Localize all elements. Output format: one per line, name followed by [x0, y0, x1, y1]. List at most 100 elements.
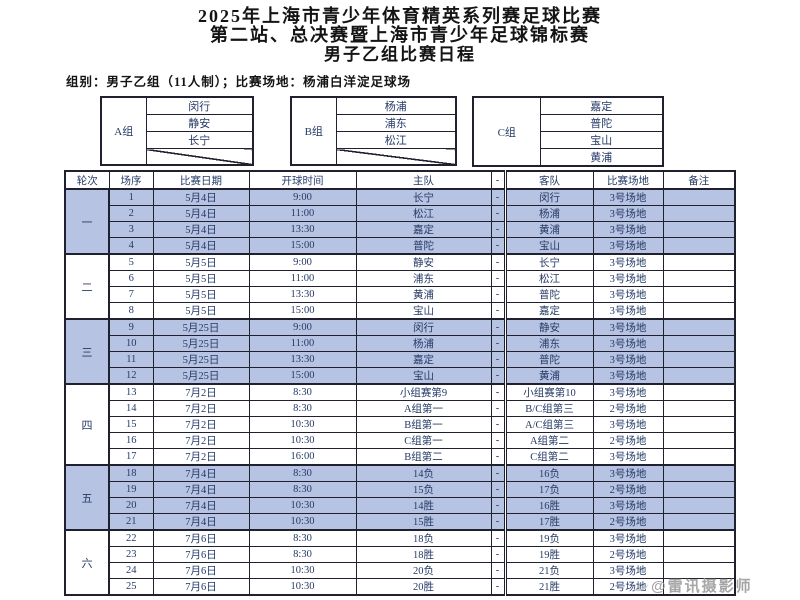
away-team: 19胜 — [503, 546, 594, 563]
venue-cell: 3号场地 — [592, 529, 664, 547]
home-team: 宝山 — [355, 367, 492, 385]
note-cell — [662, 513, 736, 531]
separator-cell: - — [490, 513, 506, 531]
note-cell — [662, 383, 736, 401]
separator-cell: - — [490, 464, 506, 482]
kickoff-time: 13:30 — [248, 351, 357, 368]
kickoff-time: 11:00 — [248, 205, 357, 222]
separator-cell: - — [490, 286, 506, 303]
group-row: 松江 — [291, 131, 457, 149]
schedule-body: 一 1 5月4日 9:00 长宁 - 闵行 3号场地 2 5月4日 11:00 松江 - 杨浦 3号场地 3 5… — [64, 188, 736, 596]
venue-cell: 3号场地 — [592, 335, 664, 352]
separator-cell: - — [490, 367, 506, 385]
match-date: 5月4日 — [152, 188, 250, 206]
group-team: 闵行 — [145, 96, 254, 115]
title-line-3: 男子乙组比赛日程 — [324, 45, 476, 64]
match-date: 7月2日 — [152, 383, 250, 401]
home-team: 长宁 — [355, 188, 492, 206]
match-date: 5月5日 — [152, 286, 250, 303]
separator-cell: - — [490, 237, 506, 255]
venue-cell: 2号场地 — [592, 481, 664, 498]
schedule-header: 轮次 场序 比赛日期 开球时间 主队 - 客队 比赛场地 备注 — [64, 170, 736, 190]
note-cell — [662, 400, 736, 417]
note-cell — [662, 188, 736, 206]
note-cell — [662, 529, 736, 547]
home-team: 普陀 — [355, 237, 492, 255]
separator-cell: - — [490, 448, 506, 466]
kickoff-time: 8:30 — [248, 546, 357, 563]
group-label: A组 — [100, 96, 147, 166]
separator-cell: - — [490, 578, 506, 596]
venue-cell: 2号场地 — [592, 400, 664, 417]
match-no: 5 — [108, 253, 154, 271]
match-row: 7 5月5日 13:30 黄浦 - 普陀 3号场地 — [65, 286, 736, 303]
match-row: 24 7月6日 10:30 20负 -21负 3号场地 — [65, 562, 736, 579]
away-team: 17胜 — [503, 513, 594, 531]
match-no: 17 — [108, 448, 154, 466]
away-team: 16负 — [503, 464, 594, 482]
separator-cell: - — [490, 416, 506, 433]
home-team: 18负 — [355, 529, 492, 547]
away-team: 杨浦 — [503, 205, 594, 222]
round-label-cell: 五 — [64, 464, 110, 531]
match-no: 1 — [108, 188, 154, 206]
match-row: 五 18 7月4日 8:30 14负 -16负 3号场地 — [64, 464, 736, 531]
match-row: 一 1 5月4日 9:00 长宁 - 闵行 3号场地 — [64, 188, 736, 255]
away-team: 黄浦 — [503, 367, 594, 385]
away-team: C组第二 — [503, 448, 594, 466]
venue-cell: 3号场地 — [592, 188, 664, 206]
venue-cell: 2号场地 — [592, 513, 664, 531]
col-header-venue: 比赛场地 — [592, 170, 664, 190]
separator-cell: - — [490, 432, 506, 449]
match-row: 12 5月25日 15:00 宝山 - 黄浦 3号场地 — [65, 367, 736, 385]
kickoff-time: 15:00 — [248, 302, 357, 320]
away-team: 长宁 — [503, 253, 594, 271]
home-team: 18胜 — [355, 546, 492, 563]
match-no: 9 — [108, 318, 154, 336]
away-team: A组第二 — [503, 432, 594, 449]
kickoff-time: 8:30 — [248, 481, 357, 498]
match-row: 19 7月4日 8:30 15负 -17负 2号场地 — [65, 481, 736, 498]
schedule-table: 轮次 场序 比赛日期 开球时间 主队 - 客队 比赛场地 备注 一 1 5月4日 9:00 长宁 - 闵行 3… — [64, 170, 736, 596]
match-row: 25 7月6日 10:30 20胜 -21胜 2号场地 — [65, 578, 736, 596]
match-date: 7月6日 — [152, 562, 250, 579]
group-row: C组 嘉定 — [472, 96, 664, 167]
match-no: 4 — [108, 237, 154, 255]
venue-cell: 3号场地 — [592, 416, 664, 433]
match-row: 6 5月5日 11:00 浦东 - 松江 3号场地 — [65, 270, 736, 287]
note-cell — [662, 302, 736, 320]
away-team: 松江 — [503, 270, 594, 287]
round-label-cell: 六 — [64, 529, 110, 596]
group-row: B组 杨浦 — [290, 96, 457, 166]
col-header-separator: - — [490, 170, 506, 190]
kickoff-time: 8:30 — [248, 464, 357, 482]
venue-cell: 3号场地 — [592, 464, 664, 482]
kickoff-time: 15:00 — [248, 237, 357, 255]
away-team: 21负 — [503, 562, 594, 579]
away-team: 嘉定 — [503, 302, 594, 320]
away-team: 浦东 — [503, 335, 594, 352]
note-cell — [662, 253, 736, 271]
separator-cell: - — [490, 400, 506, 417]
match-date: 5月5日 — [152, 270, 250, 287]
separator-cell: - — [490, 302, 506, 320]
venue-cell: 3号场地 — [592, 253, 664, 271]
title-line-2: 第二站、总决赛暨上海市青少年足球锦标赛 — [210, 25, 590, 45]
match-row: 2 5月4日 11:00 松江 - 杨浦 3号场地 — [65, 205, 736, 222]
match-date: 7月4日 — [152, 497, 250, 514]
note-cell — [662, 286, 736, 303]
home-team: A组第一 — [355, 400, 492, 417]
home-team: B组第一 — [355, 416, 492, 433]
away-team: 21胜 — [503, 578, 594, 596]
group-team: 静安 — [145, 114, 254, 132]
match-no: 25 — [108, 578, 154, 596]
match-no: 2 — [108, 205, 154, 222]
match-date: 7月2日 — [152, 448, 250, 466]
match-no: 7 — [108, 286, 154, 303]
match-date: 5月4日 — [152, 237, 250, 255]
away-team: 宝山 — [503, 237, 594, 255]
match-date: 5月25日 — [152, 351, 250, 368]
note-cell — [662, 351, 736, 368]
match-no: 3 — [108, 221, 154, 238]
match-date: 5月25日 — [152, 367, 250, 385]
